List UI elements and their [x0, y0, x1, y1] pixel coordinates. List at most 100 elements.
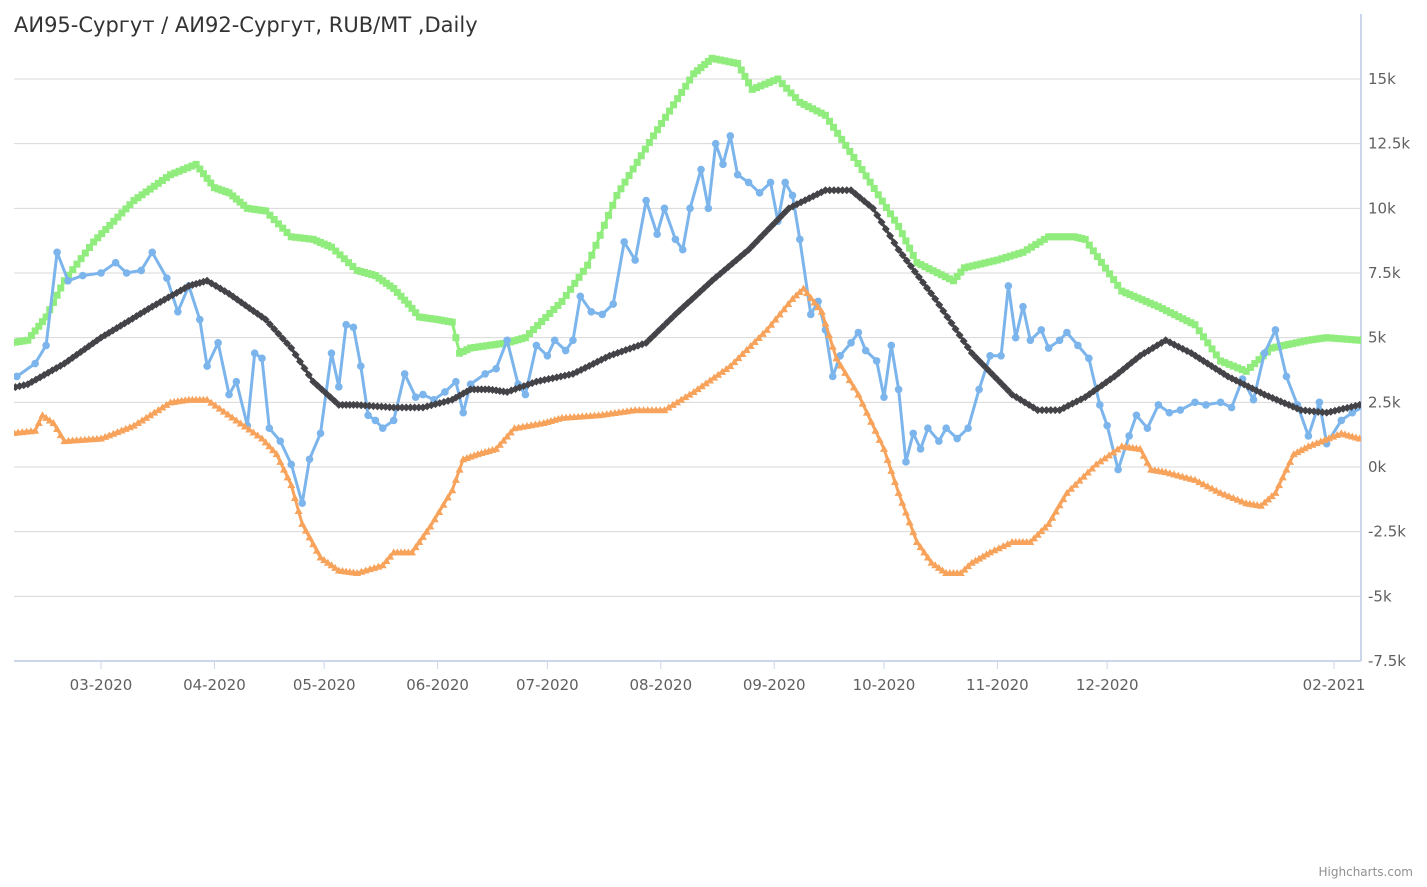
data-point — [734, 60, 741, 67]
data-point — [441, 388, 449, 396]
y-tick-label: 2.5k — [1368, 393, 1401, 411]
x-tick-label: 08-2020 — [629, 676, 692, 694]
data-point — [838, 136, 845, 143]
chart-title: АИ95-Сургут / АИ92-Сургут, RUB/MT ,Daily — [14, 13, 478, 37]
data-point — [842, 142, 849, 149]
data-point — [1213, 351, 1220, 358]
data-point — [544, 352, 552, 360]
data-point — [850, 154, 857, 161]
data-point — [1200, 333, 1207, 340]
data-point — [906, 245, 913, 252]
y-tick-label: -7.5k — [1368, 652, 1406, 670]
credits-link[interactable]: Highcharts.com — [1319, 865, 1413, 879]
data-point — [571, 280, 578, 287]
data-point — [674, 95, 681, 102]
y-tick-label: 10k — [1368, 199, 1396, 217]
data-point — [1338, 417, 1346, 425]
data-point — [834, 130, 841, 137]
data-point — [942, 424, 950, 432]
data-point — [419, 391, 427, 399]
data-point — [328, 349, 336, 357]
x-tick-label: 10-2020 — [853, 676, 916, 694]
data-point — [306, 455, 314, 463]
data-point — [335, 383, 343, 391]
x-tick-label: 04-2020 — [183, 676, 246, 694]
data-point — [64, 277, 72, 285]
data-point — [880, 393, 888, 401]
data-point — [372, 417, 380, 425]
data-point — [705, 205, 713, 213]
data-point — [1166, 409, 1174, 417]
data-point — [887, 210, 894, 217]
data-point — [1177, 406, 1185, 414]
data-point — [1228, 404, 1236, 412]
data-point — [225, 391, 233, 399]
data-point — [1027, 336, 1035, 344]
data-point — [609, 300, 617, 308]
data-point — [756, 189, 764, 197]
data-point — [163, 274, 171, 282]
data-point — [342, 321, 350, 329]
data-point — [137, 267, 145, 275]
data-point — [631, 256, 639, 264]
data-point — [620, 238, 628, 246]
data-point — [855, 329, 863, 337]
data-point — [622, 179, 629, 186]
data-point — [781, 179, 789, 187]
data-point — [1125, 432, 1133, 440]
data-point — [997, 352, 1005, 360]
data-point — [251, 349, 259, 357]
data-point — [597, 232, 604, 239]
data-point — [54, 292, 61, 299]
data-point — [895, 386, 903, 394]
data-point — [522, 391, 530, 399]
data-point — [605, 212, 612, 219]
data-point — [233, 378, 241, 386]
data-point — [626, 172, 633, 179]
data-point — [662, 114, 669, 121]
data-point — [822, 112, 829, 119]
data-point — [807, 311, 815, 319]
data-point — [364, 411, 372, 419]
data-point — [576, 292, 584, 300]
data-point — [609, 202, 616, 209]
data-point — [1096, 401, 1104, 409]
data-point — [859, 166, 866, 173]
x-tick-label: 02-2021 — [1303, 676, 1366, 694]
data-point — [679, 246, 687, 254]
data-point — [174, 308, 182, 316]
data-point — [1144, 424, 1152, 432]
data-point — [686, 205, 694, 213]
data-point — [650, 132, 657, 139]
data-point — [875, 191, 882, 198]
data-point — [867, 179, 874, 186]
data-point — [862, 347, 870, 355]
data-point — [401, 370, 409, 378]
data-point — [57, 285, 64, 292]
data-point — [887, 342, 895, 350]
data-point — [350, 324, 358, 332]
data-point — [734, 171, 742, 179]
data-point — [654, 126, 661, 133]
data-point — [617, 185, 624, 192]
data-point — [846, 148, 853, 155]
data-point — [924, 424, 932, 432]
x-tick-label: 11-2020 — [966, 676, 1029, 694]
x-tick-label: 12-2020 — [1076, 676, 1139, 694]
data-point — [727, 132, 735, 140]
data-point — [1019, 303, 1027, 311]
data-point — [653, 230, 661, 238]
data-point — [658, 120, 665, 127]
data-point — [481, 370, 489, 378]
data-point — [847, 339, 855, 347]
data-point — [1272, 326, 1280, 334]
data-point — [891, 217, 898, 224]
data-point — [1085, 355, 1093, 363]
data-point — [909, 430, 917, 438]
data-point — [1012, 334, 1020, 342]
data-point — [879, 198, 886, 205]
data-point — [598, 311, 606, 319]
data-point — [1114, 466, 1122, 474]
data-point — [580, 268, 587, 275]
